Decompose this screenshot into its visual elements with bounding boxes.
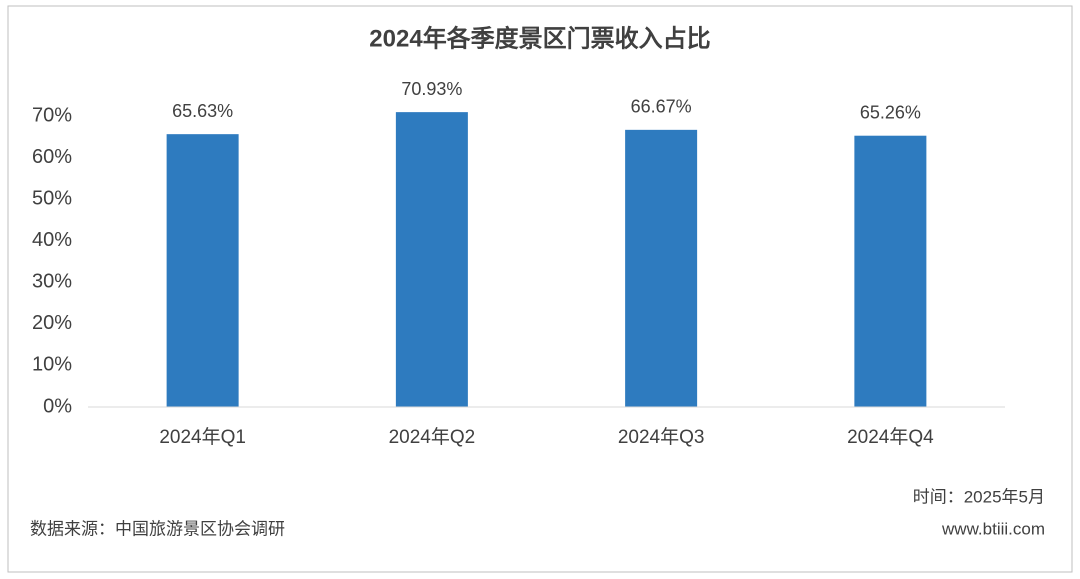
y-tick-label: 40% xyxy=(32,229,72,251)
data-label: 66.67% xyxy=(631,97,692,117)
chart-title: 2024年各季度景区门票收入占比 xyxy=(369,24,710,52)
y-tick-label: 50% xyxy=(32,187,72,209)
y-tick-label: 20% xyxy=(32,312,72,334)
data-label: 70.93% xyxy=(401,79,462,99)
y-tick-label: 60% xyxy=(32,146,72,168)
bar xyxy=(854,135,927,407)
x-tick-label: 2024年Q3 xyxy=(618,426,705,448)
x-tick-label: 2024年Q2 xyxy=(389,426,476,448)
data-label: 65.26% xyxy=(860,102,921,122)
y-tick-label: 70% xyxy=(32,104,72,126)
bar xyxy=(166,134,239,407)
x-tick-label: 2024年Q4 xyxy=(847,426,934,448)
bar xyxy=(625,129,698,407)
bar xyxy=(395,112,468,408)
x-tick-label: 2024年Q1 xyxy=(159,426,246,448)
y-tick-label: 30% xyxy=(32,271,72,293)
date: 时间：2025年5月 xyxy=(913,487,1045,506)
website: www.btiii.com xyxy=(941,519,1045,538)
source: 数据来源：中国旅游景区协会调研 xyxy=(30,519,285,538)
y-tick-label: 10% xyxy=(32,354,72,376)
y-tick-label: 0% xyxy=(43,395,72,417)
data-label: 65.63% xyxy=(172,101,233,121)
